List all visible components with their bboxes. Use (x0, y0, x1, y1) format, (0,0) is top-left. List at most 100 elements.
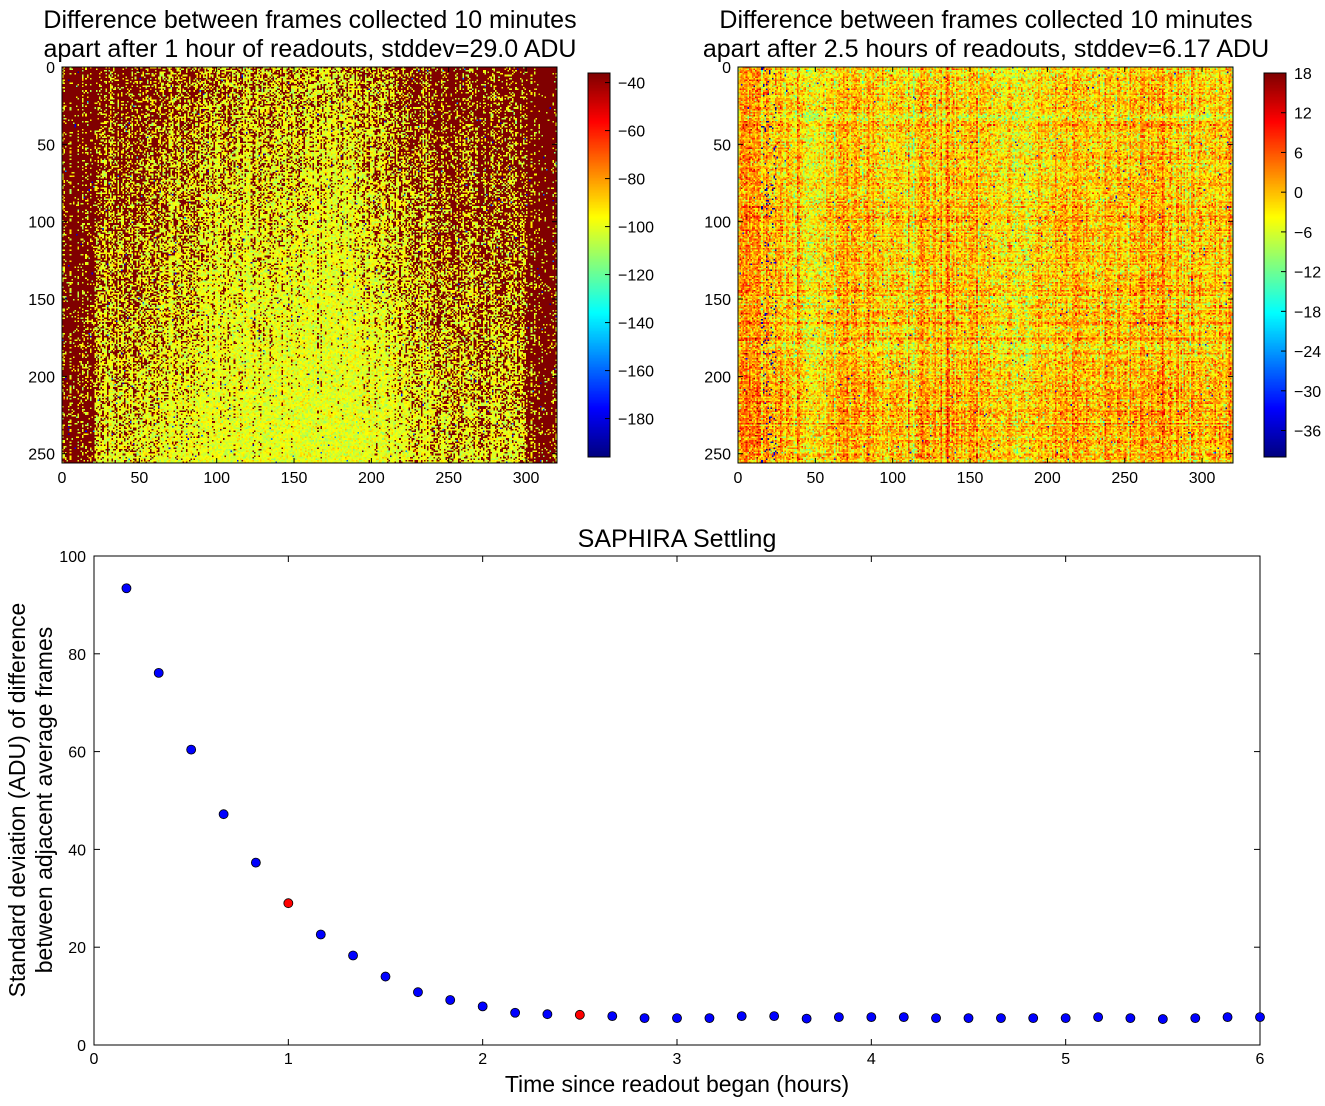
scatter-point (510, 1007, 521, 1018)
scatter-point (866, 1012, 877, 1023)
scatter-xtick-label: 2 (478, 1051, 487, 1068)
right-heatmap-xtick-label: 100 (879, 470, 906, 487)
right-heatmap-colorbar-label: −24 (1294, 344, 1321, 361)
right-heatmap-colorbar-label: 0 (1294, 185, 1303, 202)
scatter-point (380, 971, 391, 982)
scatter-ytick-label: 20 (68, 940, 86, 957)
left-heatmap-plot-frame (61, 66, 558, 464)
left-heatmap-ytick-label: 0 (46, 60, 55, 77)
scatter-ytick-label: 40 (68, 842, 86, 859)
right-heatmap-colorbar-label: −12 (1294, 265, 1321, 282)
scatter-xtick-label: 4 (867, 1051, 876, 1068)
scatter-point (315, 929, 326, 940)
right-heatmap-colorbar-label: 6 (1294, 145, 1303, 162)
left-heatmap-xtick-label: 300 (513, 470, 540, 487)
scatter-point (801, 1013, 812, 1024)
scatter-ytick-label: 60 (68, 745, 86, 762)
scatter-point (186, 744, 197, 755)
left-heatmap-xtick-label: 100 (203, 470, 230, 487)
scatter-point-highlighted (283, 898, 294, 909)
left-heatmap-title-line1: Difference between frames collected 10 m… (43, 6, 577, 34)
right-heatmap-ytick-label: 200 (704, 369, 731, 386)
right-heatmap-colorbar-label: 18 (1294, 66, 1312, 83)
scatter-point (1190, 1013, 1201, 1024)
right-heatmap-ytick-label: 50 (713, 137, 731, 154)
scatter-point (348, 950, 358, 961)
scatter-point (769, 1011, 780, 1022)
scatter-ylabel-line2: between adjacent average frames (31, 627, 57, 974)
scatter-point (1125, 1013, 1136, 1024)
right-heatmap-colorbar-label: −18 (1294, 304, 1321, 321)
right-colorbar-image (1264, 73, 1286, 457)
scatter-point (445, 995, 456, 1005)
right-heatmap-xtick-label: 250 (1111, 470, 1138, 487)
right-heatmap-xtick-label: 0 (734, 470, 743, 487)
scatter-point (833, 1012, 844, 1023)
scatter-ytick-label: 80 (68, 647, 86, 664)
scatter-point (672, 1013, 682, 1024)
left-heatmap-xtick-label: 200 (358, 470, 385, 487)
scatter-ytick-label: 100 (59, 549, 86, 566)
right-heatmap-ytick-label: 100 (704, 215, 731, 232)
right-heatmap-colorbar-label: 12 (1294, 106, 1312, 123)
left-heatmap-xtick-label: 250 (435, 470, 462, 487)
left-heatmap-colorbar-label: −120 (618, 268, 654, 285)
left-heatmap-ytick-label: 50 (37, 137, 55, 154)
right-heatmap-colorbar-label: −36 (1294, 424, 1321, 441)
left-heatmap-xtick-label: 0 (58, 470, 67, 487)
left-heatmap-colorbar-label: −180 (618, 412, 654, 429)
scatter-xtick-label: 6 (1256, 1051, 1265, 1068)
scatter-point (898, 1012, 909, 1023)
scatter-xtick-label: 5 (1061, 1051, 1070, 1068)
scatter-point (413, 987, 423, 998)
right-heatmap-colorbar-label: −30 (1294, 384, 1321, 401)
scatter-point (153, 667, 164, 678)
scatter-point (1028, 1013, 1039, 1024)
left-heatmap-colorbar-label: −80 (618, 172, 645, 189)
left-heatmap-ytick-label: 150 (28, 292, 55, 309)
right-heatmap-xtick-label: 200 (1034, 470, 1061, 487)
scatter-plot-frame (93, 555, 1261, 1046)
scatter-point-highlighted (574, 1009, 585, 1020)
right-heatmap-xtick-label: 300 (1189, 470, 1216, 487)
saphira-settling-chart: SAPHIRA Settling Time since readout bega… (4, 525, 1265, 1097)
right-heatmap-title-line1: Difference between frames collected 10 m… (719, 6, 1253, 34)
left-heatmap-axes: 0 50 100 150 200 250 300 0 50 100 150 200 250 −40 −60 −… (28, 60, 654, 487)
left-heatmap-xtick-label: 50 (130, 470, 148, 487)
left-heatmap-colorbar-frame (587, 72, 611, 458)
right-heatmap-ytick-label: 0 (722, 60, 731, 77)
scatter-point (477, 1001, 488, 1012)
right-heatmap-title: Difference between frames collected 10 m… (670, 6, 1302, 64)
right-heatmap-colorbar-frame (1263, 72, 1287, 458)
scatter-point (1255, 1012, 1265, 1023)
left-heatmap-ytick-label: 100 (28, 215, 55, 232)
right-heatmap-xtick-label: 50 (806, 470, 824, 487)
scatter-point (1060, 1013, 1071, 1024)
scatter-point (250, 857, 261, 868)
right-heatmap-title-line2: apart after 2.5 hours of readouts, stdde… (702, 35, 1270, 63)
scatter-point (996, 1013, 1006, 1024)
left-heatmap-colorbar-label: −160 (618, 364, 654, 381)
scatter-xlabel: Time since readout began (hours) (505, 1071, 849, 1097)
scatter-point (1093, 1012, 1104, 1023)
left-heatmap-ytick-label: 200 (28, 369, 55, 386)
right-heatmap-xtick-label: 150 (957, 470, 984, 487)
left-heatmap-title-line2: apart after 1 hour of readouts, stddev=2… (43, 35, 577, 63)
scatter-title: SAPHIRA Settling (578, 525, 777, 553)
left-heatmap-image (62, 67, 557, 463)
left-heatmap-colorbar-label: −140 (618, 316, 654, 333)
left-heatmap-colorbar-label: −40 (618, 76, 645, 93)
scatter-point (736, 1011, 747, 1022)
left-heatmap-colorbar-label: −100 (618, 220, 654, 237)
scatter-point (931, 1013, 941, 1024)
scatter-xtick-label: 0 (90, 1051, 99, 1068)
scatter-xtick-label: 1 (284, 1051, 293, 1068)
left-heatmap-xtick-label: 150 (281, 470, 308, 487)
right-heatmap-axes: 0 50 100 150 200 250 300 0 50 100 150 200 250 18 12 6 0 −… (704, 60, 1321, 487)
scatter-point (121, 583, 132, 594)
scatter-point (639, 1013, 650, 1024)
right-heatmap-ytick-label: 250 (704, 447, 731, 464)
scatter-point (704, 1013, 715, 1024)
left-colorbar-image (588, 73, 610, 457)
scatter-point (1222, 1012, 1233, 1023)
